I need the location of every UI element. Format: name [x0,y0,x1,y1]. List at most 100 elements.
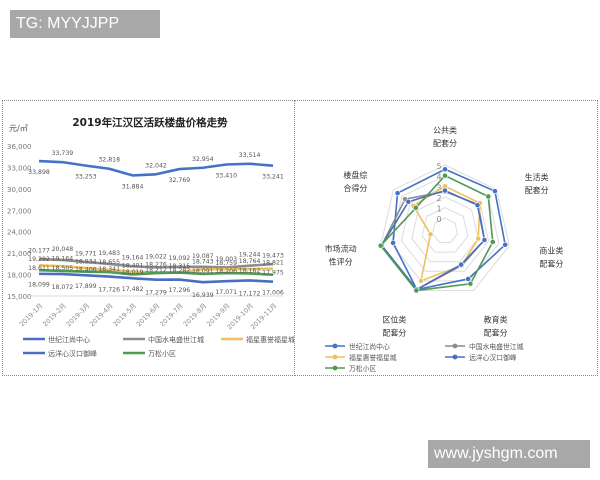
legend-label: 远洋心汉口御峰 [48,349,97,358]
data-label: 19,164 [52,255,74,262]
radar-grid-ring [390,175,500,282]
watermark-top: TG: MYYJJPP [10,10,160,38]
radar-point [442,166,448,173]
data-label: 18,341 [98,266,120,273]
y-tick-label: 27,000 [7,207,32,215]
data-label: 33,241 [262,174,284,181]
data-label: 20,177 [28,247,50,254]
radar-point [475,235,482,242]
radar-axis-label: 市场流动 [325,244,357,254]
radar-grid-ring [421,207,469,253]
data-label: 18,764 [239,258,261,265]
data-label: 16,939 [192,292,214,299]
legend-label: 远洋心汉口御峰 [469,353,517,362]
line-chart-title: 2019年江汉区活跃楼盘价格走势 [72,116,228,129]
radar-point [485,193,492,200]
data-label: 18,276 [145,262,167,269]
x-tick-label: 2019-6月 [135,302,162,329]
y-tick-label: 21,000 [7,250,32,258]
data-label: 19,771 [75,250,97,257]
data-label: 18,019 [122,269,144,276]
series-line [38,268,274,277]
y-tick-label: 33,000 [7,164,32,172]
legend-label: 福星惠誉福星城 [246,335,294,344]
data-label: 18,282 [169,267,191,274]
data-label: 19,092 [169,255,191,262]
legend-marker [332,365,338,371]
radar-point [442,172,448,179]
data-label: 18,934 [75,259,97,266]
data-label: 19,003 [215,256,237,263]
y-tick-label: 18,000 [7,272,32,280]
radar-grid-ring [411,196,479,263]
data-label: 18,315 [169,263,191,270]
data-label: 18,759 [215,260,237,267]
radar-axis-label: 区位类 [382,314,406,324]
y-axis-unit: 元/㎡ [9,124,28,133]
data-label: 17,899 [75,283,97,290]
legend-marker [332,354,338,360]
data-label: 18,821 [262,260,284,267]
data-label: 32,954 [192,156,214,163]
radar-point [418,277,424,284]
legend-label: 万松小区 [349,364,376,373]
radar-tick-label: 5 [436,162,441,171]
data-label: 31,884 [122,183,144,190]
legend-marker [452,343,458,349]
data-label: 18,072 [52,284,74,291]
data-label: 33,739 [52,150,74,157]
data-label: 33,410 [215,173,237,180]
radar-axis-label: 商业类 [539,246,563,256]
radar-axis-label: 配套分 [433,138,457,148]
y-tick-label: 30,000 [7,186,32,194]
data-label: 17,071 [215,289,237,296]
legend-label: 中国水电盛世江城 [148,335,204,344]
data-label: 18,099 [28,281,50,288]
radar-chart-panel: 0 1 2 3 4 5 公共类 配套分 生活类 配套分 商业类 配套分 教育类 配套分 区位类 配套分 市场流动… [294,100,598,376]
radar-series [392,168,507,291]
data-label: 18,655 [98,259,120,266]
data-label: 17,482 [122,286,144,293]
series-line [38,272,274,284]
data-label: 33,514 [239,152,261,159]
radar-grid-ring [432,217,458,244]
y-tick-label: 24,000 [7,229,32,237]
radar-point [412,204,419,211]
x-tick-label: 2019-3月 [65,302,92,329]
watermark-bottom: www.jyshgm.com [428,440,590,468]
radar-point [442,187,448,194]
data-label: 19,483 [98,250,120,257]
line-chart-panel: 2019年江汉区活跃楼盘价格走势元/㎡ 36,000 33,000 30,000 27,… [2,100,295,376]
radar-axis-label: 生活类 [525,172,549,182]
data-label: 17,296 [169,287,191,294]
radar-point [502,241,509,248]
x-tick-label: 2019-5月 [111,302,138,329]
radar-point [427,231,434,238]
radar-axis-label: 楼盘综 [343,170,367,180]
data-label: 32,818 [98,157,120,164]
data-label: 18,091 [192,268,214,275]
y-tick-label: 36,000 [7,143,32,151]
x-tick-label: 2019-2月 [41,302,68,329]
radar-axis-label: 公共类 [433,125,457,135]
radar-tick-label: 2 [436,194,441,203]
data-label: 19,473 [262,252,284,259]
data-label: 17,975 [262,270,284,277]
data-label: 18,162 [239,267,261,274]
data-label: 20,048 [52,246,74,253]
data-label: 18,401 [122,263,144,270]
data-label: 18,743 [192,258,214,265]
legend-label: 万松小区 [148,349,176,358]
radar-series [380,189,486,291]
data-label: 19,292 [28,256,50,263]
radar-point [489,238,496,245]
data-label: 33,253 [75,174,97,181]
radar-series [379,174,494,292]
x-tick-label: 2019-1月 [18,302,45,329]
data-label: 18,212 [145,267,167,274]
x-tick-label: 2019-4月 [88,302,115,329]
data-label: 18,406 [75,266,97,273]
y-tick-label: 15,000 [7,293,32,301]
radar-axis-label: 配套分 [525,185,549,195]
